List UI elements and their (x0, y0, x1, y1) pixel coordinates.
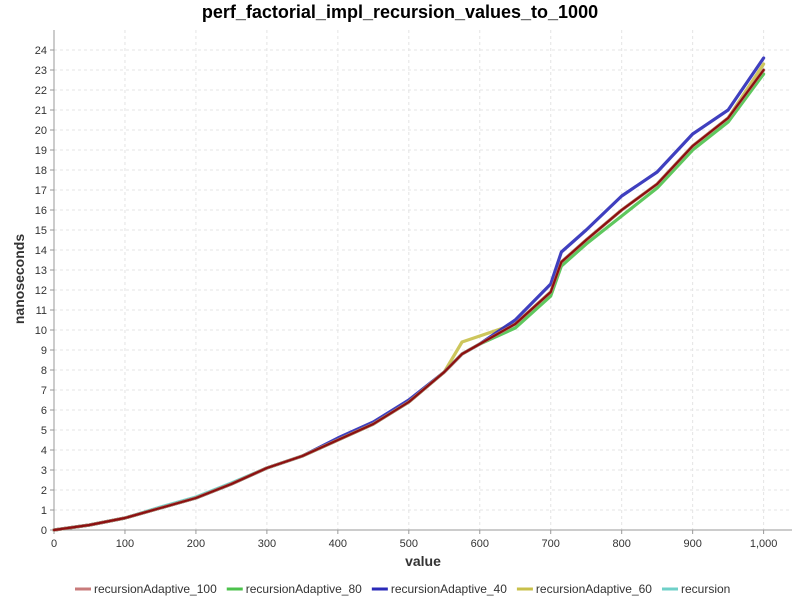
series-layer (52, 56, 766, 532)
y-tick-label: 4 (41, 445, 47, 457)
y-tick-label: 11 (36, 305, 47, 317)
y-tick-label: 23 (35, 65, 47, 77)
series-line-recursionAdaptive_100-core (52, 68, 765, 532)
x-tick-label: 900 (683, 538, 701, 550)
y-tick-label: 18 (35, 165, 47, 177)
x-axis-title: value (405, 553, 441, 569)
legend: recursionAdaptive_100 recursionAdaptive_8… (75, 582, 730, 596)
y-tick-label: 20 (35, 125, 47, 137)
axes-layer: 0123456789101112131415161718192021222324… (35, 30, 792, 550)
x-tick-label: 1,000 (750, 538, 778, 550)
x-tick-label: 700 (542, 538, 560, 550)
legend-label-recursion: recursion (681, 582, 730, 596)
y-tick-label: 1 (41, 505, 47, 517)
x-tick-label: 600 (471, 538, 489, 550)
y-tick-label: 17 (35, 185, 47, 197)
y-tick-label: 9 (41, 345, 47, 357)
legend-label-recursionAdaptive_40: recursionAdaptive_40 (391, 582, 507, 596)
x-tick-label: 300 (258, 538, 276, 550)
y-tick-label: 7 (41, 385, 47, 397)
y-axis-title: nanoseconds (11, 234, 27, 324)
y-tick-label: 6 (41, 405, 47, 417)
x-tick-label: 0 (51, 538, 57, 550)
y-tick-label: 16 (35, 205, 47, 217)
y-tick-label: 14 (35, 245, 47, 257)
y-tick-label: 15 (35, 225, 47, 237)
y-tick-label: 8 (41, 365, 47, 377)
legend-label-recursionAdaptive_100: recursionAdaptive_100 (94, 582, 217, 596)
grid-layer (53, 30, 792, 531)
y-tick-label: 24 (35, 45, 47, 57)
x-tick-label: 100 (116, 538, 134, 550)
legend-label-recursionAdaptive_80: recursionAdaptive_80 (246, 582, 362, 596)
y-tick-label: 2 (41, 485, 47, 497)
y-tick-label: 0 (41, 525, 47, 537)
y-tick-label: 13 (35, 265, 47, 277)
y-tick-label: 21 (35, 105, 47, 117)
y-tick-label: 19 (35, 145, 47, 157)
y-tick-label: 3 (41, 465, 47, 477)
x-tick-label: 500 (400, 538, 418, 550)
y-tick-label: 22 (35, 85, 47, 97)
chart-title: perf_factorial_impl_recursion_values_to_… (202, 2, 598, 22)
x-tick-label: 800 (613, 538, 631, 550)
x-tick-label: 200 (187, 538, 205, 550)
y-tick-label: 12 (35, 285, 47, 297)
legend-label-recursionAdaptive_60: recursionAdaptive_60 (536, 582, 652, 596)
y-tick-label: 10 (35, 325, 47, 337)
y-tick-label: 5 (41, 425, 47, 437)
x-tick-label: 400 (329, 538, 347, 550)
